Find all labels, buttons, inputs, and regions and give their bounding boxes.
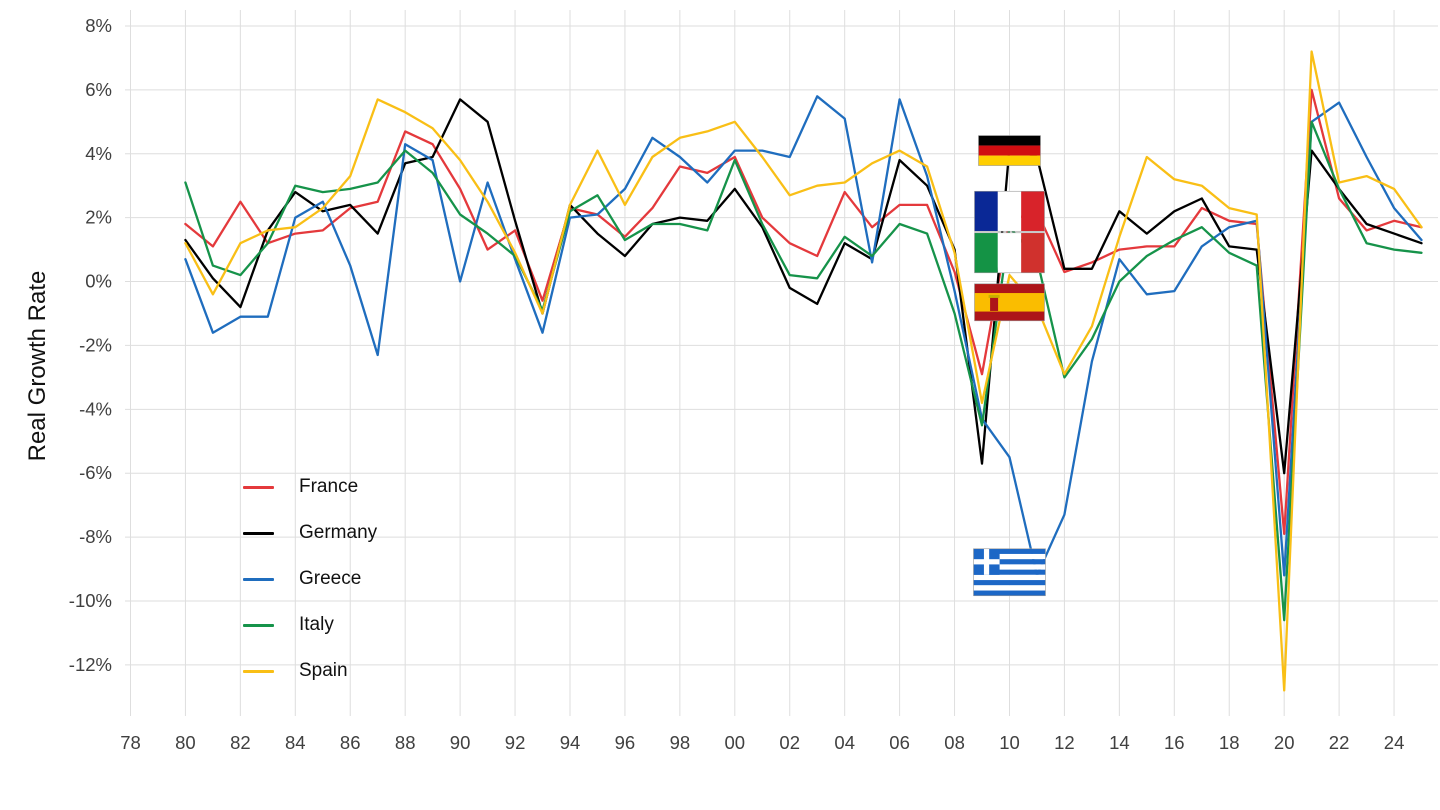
svg-text:14: 14 — [1109, 732, 1130, 753]
legend-swatch-italy — [243, 623, 274, 627]
legend-item-italy: Italy — [243, 615, 377, 635]
svg-text:94: 94 — [560, 732, 581, 753]
svg-text:-4%: -4% — [79, 398, 112, 419]
line-italy — [184, 120, 1423, 622]
svg-text:98: 98 — [670, 732, 691, 753]
legend-swatch-greece — [243, 577, 274, 581]
svg-text:-12%: -12% — [69, 654, 112, 675]
svg-text:-10%: -10% — [69, 590, 112, 611]
svg-text:02: 02 — [779, 732, 800, 753]
legend-swatch-france — [243, 485, 274, 489]
svg-text:0%: 0% — [85, 271, 112, 292]
svg-text:6%: 6% — [85, 79, 112, 100]
legend-label-spain: Spain — [299, 660, 348, 681]
svg-text:04: 04 — [834, 732, 855, 753]
line-germany — [184, 98, 1423, 475]
svg-text:2%: 2% — [85, 207, 112, 228]
svg-text:24: 24 — [1384, 732, 1405, 753]
gridlines — [125, 10, 1438, 716]
svg-text:92: 92 — [505, 732, 526, 753]
flag-italy-icon — [974, 232, 1045, 274]
line-greece — [184, 95, 1423, 577]
legend-label-italy: Italy — [299, 614, 334, 635]
svg-text:20: 20 — [1274, 732, 1295, 753]
legend-label-france: France — [299, 476, 359, 497]
svg-text:10: 10 — [999, 732, 1020, 753]
legend-item-germany: Germany — [243, 523, 377, 543]
y-tick-labels: 8% 6% 4% 2% 0% -2% -4% -6% -8% -10% -12% — [69, 15, 112, 675]
svg-text:8%: 8% — [85, 15, 112, 36]
legend-swatch-spain — [243, 669, 274, 673]
svg-text:80: 80 — [175, 732, 196, 753]
svg-text:08: 08 — [944, 732, 965, 753]
flag-france-icon — [974, 190, 1045, 232]
legend-label-germany: Germany — [299, 522, 378, 543]
flag-germany-icon — [978, 135, 1041, 166]
legend-item-spain: Spain — [243, 661, 377, 681]
svg-text:96: 96 — [615, 732, 636, 753]
svg-text:86: 86 — [340, 732, 361, 753]
svg-text:18: 18 — [1219, 732, 1240, 753]
svg-text:88: 88 — [395, 732, 416, 753]
x-tick-labels: 78 80 82 84 86 88 90 92 94 96 98 00 02 04 06 08 10 12 14 16… — [120, 732, 1404, 753]
legend-swatch-germany — [243, 531, 274, 535]
line-spain — [184, 50, 1423, 692]
legend-item-greece: Greece — [243, 569, 377, 589]
svg-text:84: 84 — [285, 732, 306, 753]
svg-text:-2%: -2% — [79, 334, 112, 355]
legend-label-greece: Greece — [299, 568, 362, 589]
svg-text:-8%: -8% — [79, 526, 112, 547]
svg-text:90: 90 — [450, 732, 471, 753]
svg-text:12: 12 — [1054, 732, 1075, 753]
legend: France Germany Greece Italy Spain — [243, 477, 377, 681]
svg-text:4%: 4% — [85, 143, 112, 164]
svg-text:82: 82 — [230, 732, 251, 753]
svg-text:22: 22 — [1329, 732, 1350, 753]
flag-spain-icon — [974, 283, 1045, 322]
svg-text:16: 16 — [1164, 732, 1185, 753]
line-france — [184, 88, 1423, 536]
svg-text:-6%: -6% — [79, 462, 112, 483]
svg-text:06: 06 — [889, 732, 910, 753]
flag-greece-icon — [973, 548, 1046, 597]
svg-text:78: 78 — [120, 732, 141, 753]
legend-item-france: France — [243, 477, 377, 497]
svg-text:00: 00 — [725, 732, 746, 753]
